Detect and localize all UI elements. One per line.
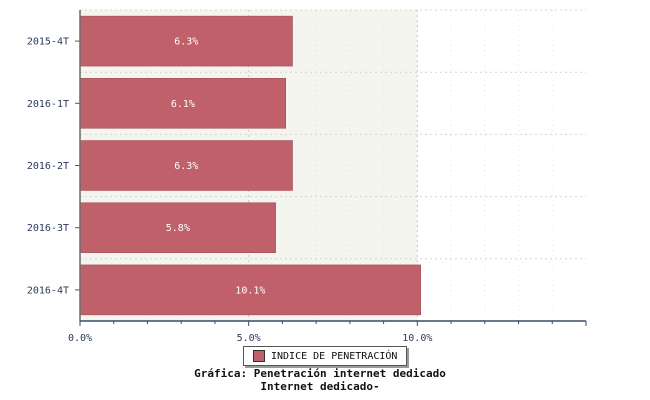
x-tick-label: 0.0% (68, 333, 92, 344)
data-label: 6.3% (174, 37, 198, 48)
legend: INDICE DE PENETRACIÓN (243, 346, 407, 366)
bar (79, 140, 293, 191)
category-label: 2016-2T (27, 161, 69, 172)
legend-label: INDICE DE PENETRACIÓN (271, 350, 398, 362)
x-tick-label: 5.0% (237, 333, 261, 344)
category-label: 2015-4T (27, 37, 69, 48)
bar (79, 202, 276, 253)
bar-chart: 6.3% 2015-4T 6.1% 2016-1T 6.3% 2016-2T 5.8% 201… (27, 9, 587, 344)
bar (79, 15, 293, 67)
bar (79, 264, 421, 316)
legend-swatch (253, 350, 265, 362)
chart-caption-title: Gráfica: Penetración internet dedicado (194, 367, 446, 380)
chart-caption-subtitle: Internet dedicado- (260, 380, 380, 393)
bar (79, 78, 287, 129)
data-label: 6.3% (174, 161, 198, 172)
category-label: 2016-1T (27, 99, 69, 110)
x-tick-label: 10.0% (402, 333, 432, 344)
data-label: 5.8% (166, 223, 190, 234)
category-label: 2016-3T (27, 223, 69, 234)
category-label: 2016-4T (27, 285, 69, 296)
data-label: 6.1% (171, 99, 195, 110)
data-label: 10.1% (235, 285, 265, 296)
